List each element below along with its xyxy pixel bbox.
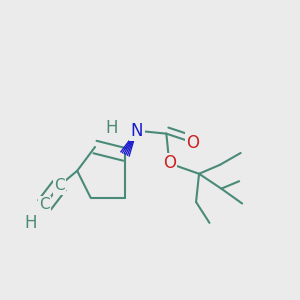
Text: C: C xyxy=(54,178,65,193)
Text: N: N xyxy=(130,122,143,140)
Text: H: H xyxy=(25,214,38,232)
Text: C: C xyxy=(39,197,50,212)
Text: O: O xyxy=(187,134,200,152)
Text: H: H xyxy=(105,119,118,137)
Text: O: O xyxy=(163,154,176,172)
